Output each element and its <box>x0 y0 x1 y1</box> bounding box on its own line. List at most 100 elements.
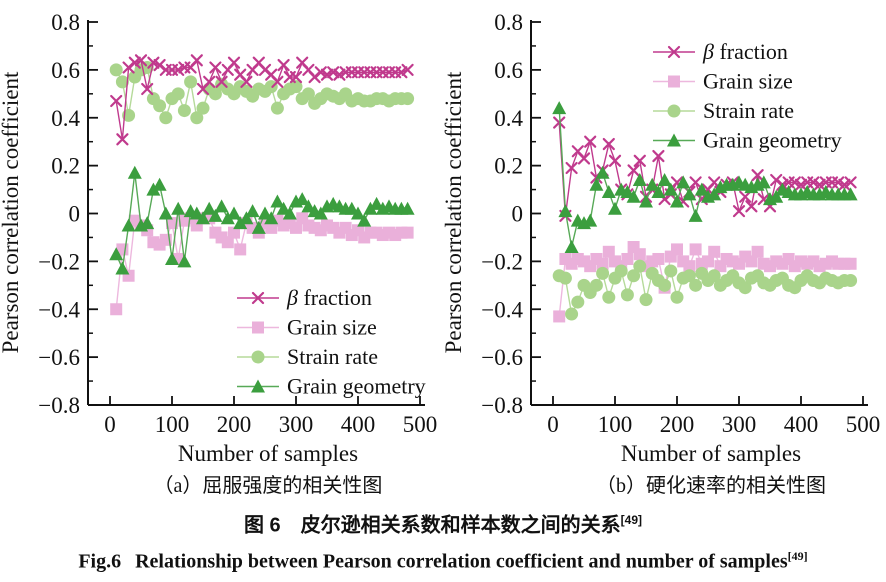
caption-zh-ref: [49] <box>620 513 643 527</box>
series-grain-geometry-marker <box>158 206 173 220</box>
series-beta-fraction-marker <box>401 63 414 76</box>
axes <box>87 20 425 406</box>
legend-marker-grain-size <box>668 75 680 88</box>
series-beta-fraction-marker <box>172 63 185 76</box>
x-tick-label: 100 <box>598 412 633 437</box>
series-grain-geometry-marker <box>208 208 223 222</box>
series-strain-rate-marker <box>627 269 641 283</box>
y-tick-label: −0.8 <box>481 393 523 418</box>
series-grain-geometry-marker <box>115 261 130 275</box>
x-tick-label: 200 <box>660 412 695 437</box>
legend-marker-strain-rate <box>667 104 681 118</box>
chart-a: 0.8 0.6 0.4 0.2 0 −0.2 −0.4 −0.6 −0.8 0 100 200 300 4… <box>0 0 443 500</box>
x-tick-label: 500 <box>403 412 438 437</box>
series-beta-fraction-marker <box>134 54 148 67</box>
chart-a-canvas: 0.8 0.6 0.4 0.2 0 −0.2 −0.4 −0.6 −0.8 0 100 200 300 4… <box>0 10 438 497</box>
series-strain-rate-marker <box>633 259 647 273</box>
series-beta-fraction-marker <box>844 176 857 189</box>
legend-label-grain-geometry: Grain geometry <box>287 374 426 399</box>
series-grain-geometry-marker <box>202 201 217 215</box>
series-grain-geometry-marker <box>171 201 186 215</box>
x-tick-label: 300 <box>722 412 757 437</box>
series-grain-geometry-marker <box>363 201 378 215</box>
y-tick-label: 0.2 <box>51 154 80 179</box>
series-strain-rate-marker <box>596 266 610 280</box>
series-beta-fraction-marker <box>627 164 640 177</box>
series-beta-fraction-marker <box>227 56 241 69</box>
series-grain-geometry-marker <box>632 172 647 186</box>
subplot-title: （b）硬化速率的相关性图 <box>596 474 826 497</box>
series-grain-geometry-marker <box>682 187 697 201</box>
series-grain-size-marker <box>708 245 721 258</box>
series-grain-geometry-marker <box>651 184 666 198</box>
series-grain-size-marker <box>844 257 857 270</box>
series-grain-geometry-marker <box>595 165 610 179</box>
series-grain-size-marker <box>221 236 234 249</box>
series-grain-size-marker <box>602 245 615 258</box>
series-grain-geometry-marker <box>264 211 279 225</box>
series-grain-geometry-marker <box>756 175 771 189</box>
series-beta-fraction-marker <box>190 54 203 67</box>
legend-item-strain-rate: Strain rate <box>653 98 794 123</box>
series-grain-geometry-marker <box>694 182 709 196</box>
chart-b: 0.8 0.6 0.4 0.2 0 −0.2 −0.4 −0.6 −0.8 0 100 200 300 4… <box>443 0 886 500</box>
y-tick-label: 0.2 <box>494 154 523 179</box>
series-grain-geometry-marker <box>196 211 210 225</box>
series-grain-size-marker <box>751 245 764 258</box>
series-beta-fraction-marker <box>553 116 566 129</box>
series-strain-rate-marker <box>270 101 284 115</box>
series-beta-fraction-marker <box>739 190 752 203</box>
series-grain-geometry-marker <box>688 208 703 222</box>
series-grain-geometry-marker <box>552 101 567 115</box>
y-tick-label: 0.4 <box>494 106 523 131</box>
legend-label-beta-fraction: β fraction <box>286 285 372 310</box>
series-beta-fraction-marker <box>128 56 141 69</box>
series-beta-fraction-marker <box>838 178 851 191</box>
y-tick-label: −0.2 <box>481 249 523 274</box>
charts-row: 0.8 0.6 0.4 0.2 0 −0.2 −0.4 −0.6 −0.8 0 100 200 300 4… <box>0 0 886 500</box>
series-grain-geometry-marker <box>245 204 260 218</box>
series-strain-rate <box>552 259 858 321</box>
series-grain-geometry-marker <box>843 187 858 201</box>
series-grain-size-marker <box>745 255 758 268</box>
series-grain-geometry-marker <box>608 201 622 215</box>
series-grain-size-marker <box>166 217 178 230</box>
legend-item-beta-fraction: β fraction <box>653 39 788 64</box>
series-strain-rate-marker <box>682 269 696 283</box>
caption-zh-text: 皮尔逊相关系数和样本数之间的关系 <box>300 514 621 537</box>
y-tick-label: −0.6 <box>481 345 523 370</box>
series-beta-fraction-marker <box>807 176 820 189</box>
legend-label-strain-rate: Strain rate <box>287 344 378 369</box>
y-tick-label: −0.6 <box>38 345 80 370</box>
series-beta-fraction-marker <box>314 66 327 79</box>
y-tick-label: 0.8 <box>51 10 80 35</box>
series-strain-rate-marker <box>670 290 684 304</box>
series-grain-geometry-marker <box>707 187 722 201</box>
series-grain-geometry-marker <box>620 184 635 198</box>
legend-marker-grain-size <box>252 321 264 334</box>
series-beta-fraction-marker <box>751 169 764 182</box>
y-tick-label: 0.8 <box>494 10 523 35</box>
series-grain-geometry-marker <box>121 218 136 232</box>
legend-item-grain-size: Grain size <box>237 315 377 340</box>
series-strain-rate-marker <box>184 75 198 89</box>
series-grain-geometry-marker <box>295 192 310 206</box>
legend-label-grain-size: Grain size <box>703 69 793 94</box>
series-strain-rate-marker <box>301 87 315 101</box>
caption-chinese: 图 6 皮尔逊相关系数和样本数之间的关系[49] <box>0 508 886 538</box>
series-grain-size-marker <box>401 226 414 239</box>
series-grain-geometry-marker <box>344 201 359 215</box>
legend-marker-beta-fraction <box>667 45 681 59</box>
series-strain-rate-marker <box>289 80 303 94</box>
series-grain-size-marker <box>671 243 683 256</box>
caption-en-prefix: Fig.6 <box>78 550 122 573</box>
series-strain-rate <box>109 60 415 125</box>
series-grain-geometry-marker <box>357 213 372 227</box>
series-strain-rate-marker <box>153 99 167 113</box>
series-strain-rate-marker <box>571 295 585 309</box>
legend-marker-strain-rate <box>251 350 265 364</box>
subplot-title: （a）屈服强度的相关性图 <box>154 474 383 497</box>
series-grain-geometry-marker <box>676 175 691 189</box>
series-beta-fraction-marker <box>147 56 160 69</box>
x-axis-label: Number of samples <box>621 441 801 466</box>
